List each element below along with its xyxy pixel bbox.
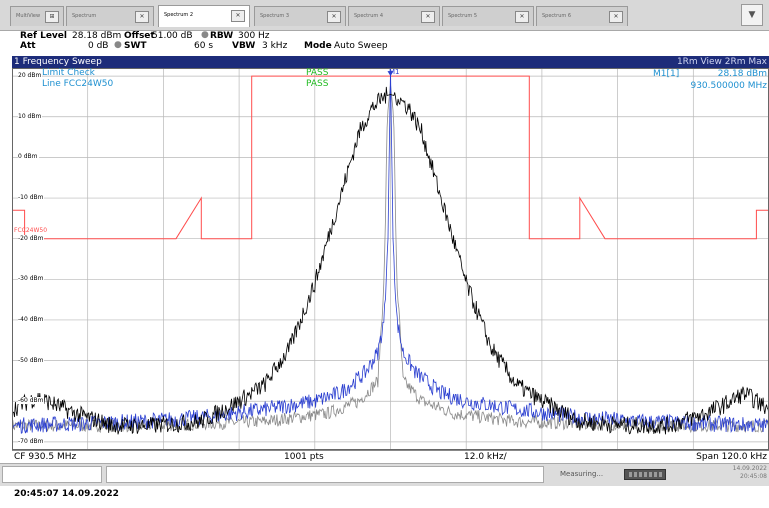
y-tick-label: 10 dBm — [18, 112, 43, 120]
tab-spectrum-3[interactable]: Spectrum 3 ✕ — [254, 6, 346, 26]
tab-label: Spectrum 5 — [448, 13, 477, 19]
marker-level: 28.18 dBm — [717, 69, 767, 79]
y-tick-label: -50 dBm — [18, 356, 45, 364]
vbw-value[interactable]: 3 kHz — [262, 41, 288, 51]
marker-label[interactable]: M1[1] — [653, 69, 680, 79]
tab-bar: MultiView ⊞ Spectrum ✕ Spectrum 2 ✕ Spec… — [0, 0, 769, 31]
message-field — [106, 466, 544, 483]
tab-label: Spectrum 3 — [260, 13, 289, 19]
mode-value[interactable]: Auto Sweep — [334, 41, 388, 51]
tab-label: MultiView — [16, 13, 41, 19]
tab-label: Spectrum 4 — [354, 13, 383, 19]
trace-2-max — [12, 68, 769, 434]
offset-label: Offset — [124, 31, 155, 41]
y-tick-label: -60 dBm — [18, 397, 45, 405]
y-tick-label: 20 dBm — [18, 72, 43, 80]
tab-label: Spectrum 6 — [542, 13, 571, 19]
mode-label: Mode — [304, 41, 332, 51]
y-tick-label: 0 dBm — [18, 153, 39, 161]
y-tick-label: -30 dBm — [18, 275, 45, 283]
coupled-icon: ● — [201, 30, 209, 40]
tab-view-icon[interactable]: ⊞ — [45, 11, 59, 23]
att-value[interactable]: 0 dB — [88, 41, 109, 51]
progress-bar — [624, 469, 666, 480]
rbw-label: RBW — [210, 31, 234, 41]
limit-check-result: PASS — [306, 68, 329, 78]
marker-frequency: 930.500000 MHz — [690, 81, 767, 91]
close-icon[interactable]: ✕ — [515, 11, 529, 23]
tab-spectrum-6[interactable]: Spectrum 6 ✕ — [536, 6, 628, 26]
sweep-points[interactable]: 1001 pts — [284, 452, 324, 462]
status-bar: Measuring... 14.09.2022 20:45:08 — [0, 463, 769, 486]
trace-1-view — [12, 86, 769, 435]
center-frequency[interactable]: CF 930.5 MHz — [14, 452, 77, 462]
spectrum-plot[interactable] — [12, 68, 769, 450]
close-icon[interactable]: ✕ — [135, 11, 149, 23]
close-icon[interactable]: ✕ — [231, 10, 245, 22]
trace-info: 1Rm View 2Rm Max — [676, 57, 767, 67]
tab-label: Spectrum — [72, 13, 97, 19]
y-tick-label: -20 dBm — [18, 234, 45, 242]
marker-tag: M1 — [389, 68, 400, 76]
att-label: Att — [20, 41, 36, 51]
tab-spectrum-5[interactable]: Spectrum 5 ✕ — [442, 6, 534, 26]
limit-check-label: Limit Check — [42, 68, 95, 78]
y-tick-label: -40 dBm — [18, 315, 45, 323]
close-icon[interactable]: ✕ — [609, 11, 623, 23]
tab-spectrum-4[interactable]: Spectrum 4 ✕ — [348, 6, 440, 26]
tab-multiview[interactable]: MultiView ⊞ — [10, 6, 64, 26]
markers — [387, 71, 394, 77]
status-time: 20:45:08 — [740, 473, 767, 480]
tab-spectrum-2[interactable]: Spectrum 2 ✕ — [158, 5, 250, 27]
swt-label: SWT — [124, 41, 147, 51]
status-field — [2, 466, 102, 483]
measurement-setup: Ref Level 28.18 dBm Offset 51.00 dB ● RB… — [0, 30, 769, 55]
diagram-title: 1 Frequency Sweep — [14, 57, 102, 67]
swt-value[interactable]: 60 s — [194, 41, 214, 51]
vbw-label: VBW — [232, 41, 256, 51]
coupled-icon: ● — [114, 40, 122, 50]
limit-line-result: PASS — [306, 79, 329, 89]
measuring-status: Measuring... — [560, 470, 604, 478]
limit-line-label: Line FCC24W50 — [42, 79, 114, 89]
capture-timestamp: 20:45:07 14.09.2022 — [14, 489, 119, 499]
status-date: 14.09.2022 — [732, 465, 767, 472]
tab-menu-chevron-down-icon[interactable]: ▼ — [741, 4, 763, 26]
diagram-title-bar: 1 Frequency Sweep 1Rm View 2Rm Max — [12, 56, 769, 68]
marker-m1-icon — [387, 71, 394, 77]
status-datetime: 14.09.2022 20:45:08 — [733, 465, 767, 481]
tab-label: Spectrum 2 — [164, 12, 193, 18]
ref-level-label: Ref Level — [20, 31, 67, 41]
y-tick-label: -10 dBm — [18, 194, 45, 202]
sweep-info: CF 930.5 MHz 1001 pts 12.0 kHz/ Span 120… — [12, 450, 769, 464]
y-tick-label: -70 dBm — [18, 437, 45, 445]
ref-level-value[interactable]: 28.18 dBm — [72, 31, 122, 41]
span-per-division: 12.0 kHz/ — [464, 452, 507, 462]
traces — [12, 68, 769, 435]
rbw-value[interactable]: 300 Hz — [238, 31, 270, 41]
close-icon[interactable]: ✕ — [327, 11, 341, 23]
limit-line-tag: FCC24W50 — [14, 227, 48, 234]
offset-value[interactable]: 51.00 dB — [152, 31, 193, 41]
tab-spectrum[interactable]: Spectrum ✕ — [66, 6, 154, 26]
span[interactable]: Span 120.0 kHz — [696, 452, 767, 462]
close-icon[interactable]: ✕ — [421, 11, 435, 23]
